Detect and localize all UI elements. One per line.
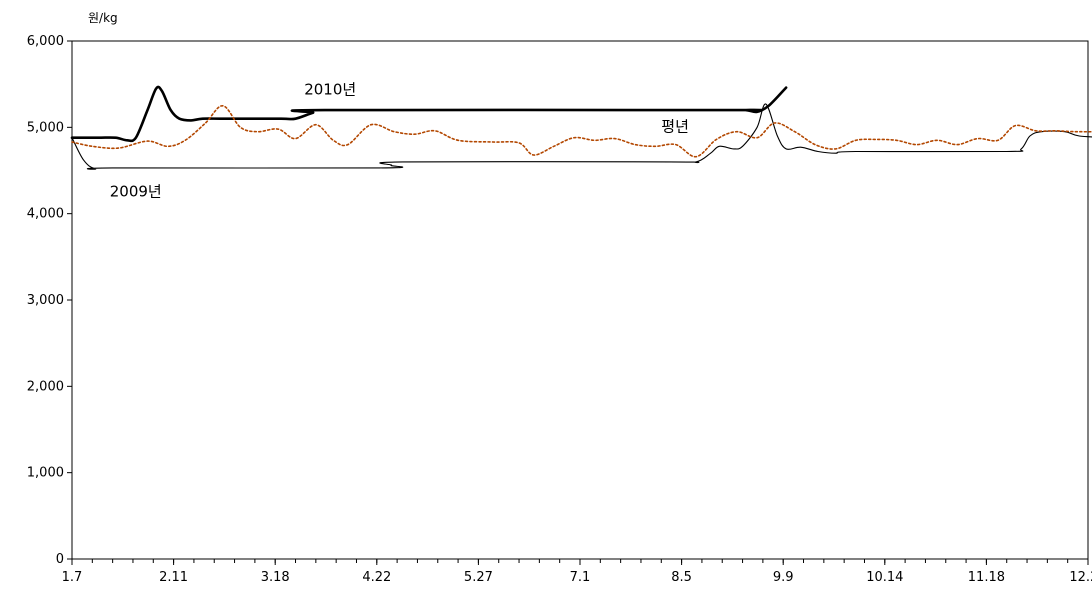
x-tick-label: 7.1 [570,570,591,585]
x-tick-label: 11.18 [968,570,1005,585]
x-tick-label: 12.23 [1069,570,1092,585]
series-line-2010년 [70,85,788,143]
y-tick-label: 2,000 [27,379,64,394]
x-tick-label: 1.7 [62,570,83,585]
series-label-2010년: 2010년 [304,81,356,99]
x-tick-label: 5.27 [464,570,493,585]
y-tick-label: 1,000 [27,466,64,481]
series-label-2009년: 2009년 [110,182,162,200]
series-line-2009년 [71,103,1092,170]
x-tick-label: 9.9 [773,570,794,585]
series-layer [70,85,1092,170]
y-tick-label: 3,000 [27,293,64,308]
x-axis: 1.7 2.11 3.18 4.22 5.27 7.1 8.5 9.9 10.14 11.18 12… [62,559,1092,585]
y-tick-label: 5,000 [27,120,64,135]
series-label-평년: 평년 [661,118,689,136]
x-tick-label: 10.14 [866,570,903,585]
y-tick-label: 6,000 [27,34,64,49]
series-line-평년 [71,105,1092,158]
y-axis: 0 1,000 2,000 3,000 4,000 5,000 6,000 [27,34,72,567]
x-tick-label: 8.5 [671,570,692,585]
y-tick-label: 0 [56,552,64,567]
x-tick-label: 4.22 [362,570,391,585]
x-tick-label: 3.18 [261,570,290,585]
y-tick-label: 4,000 [27,207,64,222]
y-axis-unit-label: 원/kg [88,11,118,25]
x-tick-label: 2.11 [159,570,188,585]
